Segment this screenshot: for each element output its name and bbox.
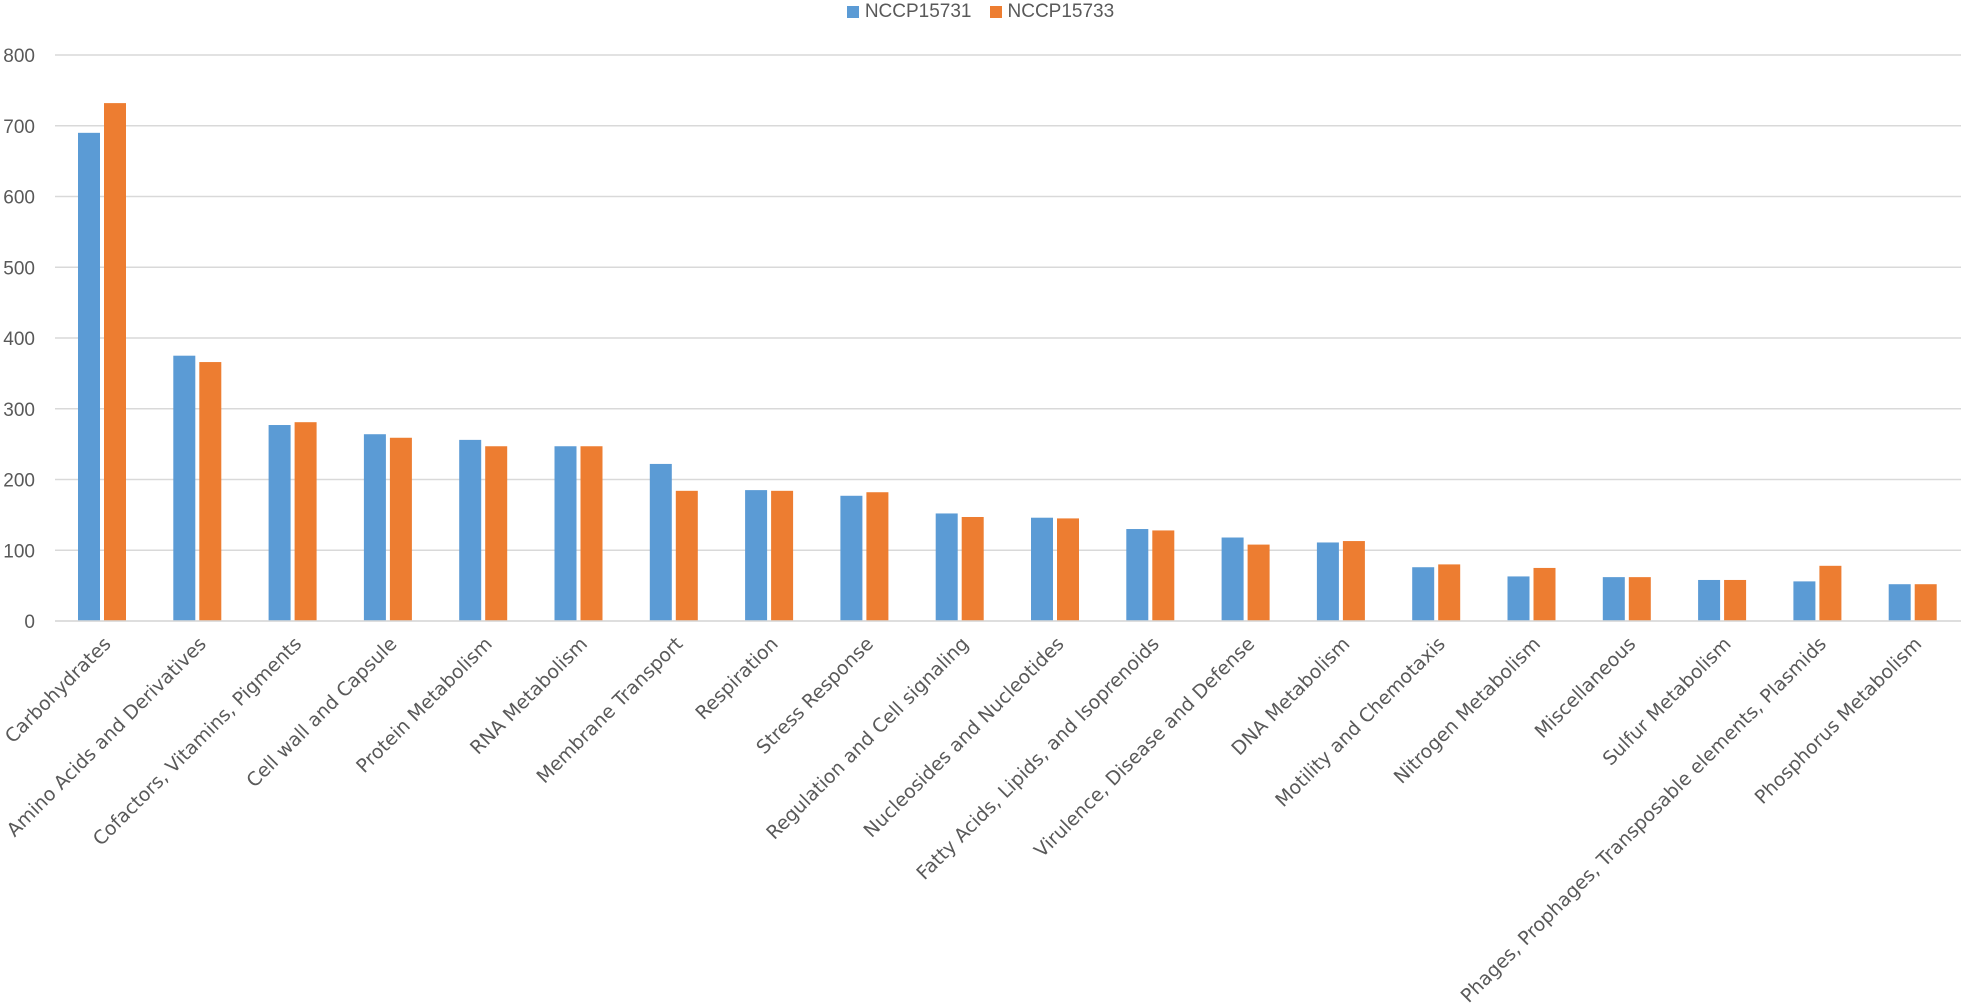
bar-series-2-11 [1152, 530, 1175, 621]
y-tick-label: 600 [3, 188, 35, 209]
y-tick-label: 100 [3, 541, 35, 562]
x-tick-label: Phosphorus Metabolism [1751, 633, 1927, 809]
bar-series-2-10 [1057, 518, 1079, 621]
legend-label-series-1: NCCP15731 [864, 1, 972, 22]
y-tick-label: 700 [3, 117, 35, 138]
legend-item-series-2: NCCP15733 [989, 1, 1115, 23]
bar-series-1-8 [840, 495, 863, 621]
x-tick-label: Cofactors, Vitamins, Pigments [89, 633, 306, 850]
bars [78, 103, 1937, 622]
bar-series-2-4 [485, 446, 508, 621]
y-tick-label: 0 [24, 612, 35, 633]
bar-series-1-3 [363, 434, 386, 621]
gridlines [55, 54, 1961, 622]
bar-series-2-19 [1914, 584, 1937, 621]
bar-series-2-13 [1342, 541, 1365, 621]
bar-series-1-14 [1412, 567, 1435, 621]
y-tick-label: 400 [3, 329, 35, 350]
legend-item-series-1: NCCP15731 [846, 1, 972, 23]
bar-series-1-0 [78, 132, 100, 621]
bar-series-1-19 [1888, 584, 1911, 621]
bar-series-1-16 [1602, 577, 1625, 621]
x-tick-label: Regulation and Cell signaling [762, 633, 973, 844]
bar-series-1-10 [1031, 517, 1053, 621]
y-tick-label: 200 [3, 471, 35, 492]
bar-series-2-12 [1247, 544, 1270, 621]
bar-series-1-5 [554, 446, 577, 621]
legend-swatch-series-1 [846, 6, 859, 18]
bar-series-1-12 [1221, 537, 1244, 621]
bar-series-1-18 [1793, 581, 1816, 621]
bar-series-2-17 [1724, 579, 1747, 621]
bar-series-1-4 [459, 439, 482, 621]
bar-series-1-17 [1698, 579, 1721, 621]
y-axis: 0 100 200 300 400 500 600 700 800 [3, 46, 35, 633]
bar-series-2-0 [104, 103, 126, 622]
bar-series-2-16 [1628, 577, 1651, 621]
chart-legend: NCCP15731 NCCP15733 [0, 0, 1961, 24]
bar-series-1-11 [1126, 529, 1149, 621]
x-tick-label: Motility and Chemotaxis [1271, 633, 1450, 812]
bar-series-1-15 [1507, 576, 1530, 621]
bar-series-1-2 [268, 425, 291, 621]
bar-series-2-15 [1533, 567, 1556, 621]
x-tick-label: Amino Acids and Derivatives [3, 633, 211, 841]
y-tick-label: 500 [3, 258, 35, 279]
x-tick-label: Respiration [691, 633, 782, 724]
bar-series-1-1 [173, 355, 196, 621]
bar-series-2-3 [389, 437, 412, 621]
bar-series-2-18 [1819, 565, 1842, 621]
y-tick-label: 800 [3, 46, 35, 67]
bar-series-2-7 [771, 490, 794, 621]
legend-label-series-2: NCCP15733 [1007, 1, 1115, 22]
bar-series-2-8 [866, 492, 889, 621]
y-tick-label: 300 [3, 400, 35, 421]
bar-series-2-5 [580, 446, 603, 621]
bar-series-1-13 [1316, 542, 1339, 621]
x-tick-label: Nucleosides and Nucleotides [859, 633, 1068, 842]
legend-swatch-series-2 [989, 6, 1002, 18]
bar-series-1-7 [745, 490, 768, 621]
bar-series-2-2 [294, 422, 317, 621]
bar-series-1-9 [935, 513, 958, 621]
bar-series-2-1 [199, 362, 222, 621]
bar-series-1-6 [649, 463, 672, 621]
bar-series-2-9 [961, 516, 984, 621]
x-tick-label: Miscellaneous [1531, 633, 1641, 743]
x-tick-label: Phages, Prophages, Transposable elements… [1457, 633, 1831, 1003]
bar-series-2-14 [1438, 564, 1461, 621]
bar-series-2-6 [675, 490, 698, 621]
